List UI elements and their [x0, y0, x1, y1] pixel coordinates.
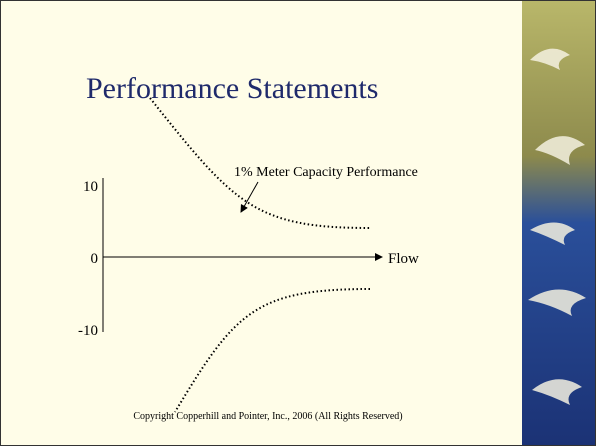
annotation-arrow	[240, 181, 259, 213]
annotation: 1% Meter Capacity Performance	[234, 165, 418, 180]
lower-curve	[174, 288, 371, 413]
y-label: 10	[83, 179, 98, 195]
footer: Copyright Copperhill and Pointer, Inc., …	[133, 411, 402, 422]
y-label: 0	[91, 251, 99, 267]
wave-foam	[528, 48, 586, 405]
title: Performance Statements	[86, 72, 378, 105]
x-label: Flow	[388, 251, 419, 267]
upper-curve	[149, 97, 371, 229]
y-label: -10	[78, 323, 98, 339]
